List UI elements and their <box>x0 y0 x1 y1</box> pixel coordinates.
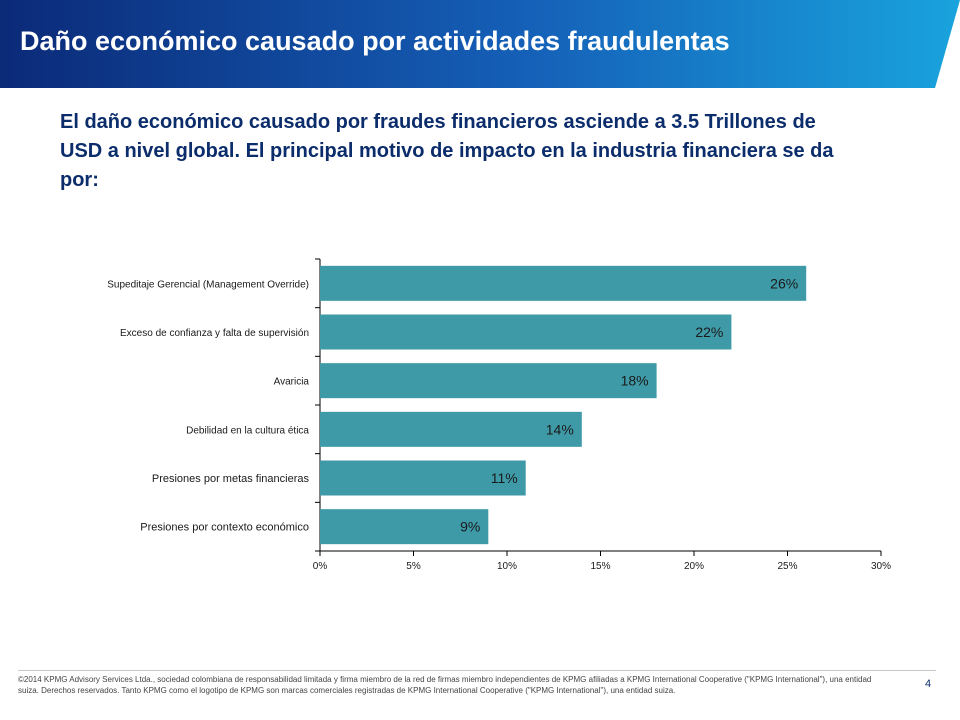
footer-divider <box>18 670 936 671</box>
bar-data-label: 11% <box>491 470 518 486</box>
bar <box>320 363 657 399</box>
x-tick-label: 15% <box>590 561 610 572</box>
header-gradient <box>0 0 960 88</box>
x-tick-label: 5% <box>406 561 421 572</box>
bar <box>320 509 489 545</box>
category-label: Presiones por metas financieras <box>152 473 310 485</box>
header-band: Daño económico causado por actividades f… <box>0 0 960 88</box>
category-label: Supeditaje Gerencial (Management Overrid… <box>107 279 309 290</box>
x-tick-label: 25% <box>777 561 797 572</box>
bar-data-label: 26% <box>770 275 798 291</box>
bar <box>320 411 582 447</box>
bar-chart: 26% Supeditaje Gerencial (Management Over… <box>107 258 891 572</box>
page-number: 4 <box>925 678 932 690</box>
x-tick-label: 20% <box>684 561 704 572</box>
bar-data-label: 14% <box>546 421 574 437</box>
category-label: Exceso de confianza y falta de supervisi… <box>120 328 309 339</box>
category-label: Presiones por contexto económico <box>140 522 309 534</box>
x-tick-label: 10% <box>497 561 517 572</box>
category-label: Avaricia <box>274 377 310 388</box>
bar <box>320 460 526 496</box>
page-subtitle: El daño económico causado por fraudes fi… <box>60 111 834 191</box>
category-label: Debilidad en la cultura ética <box>186 425 309 436</box>
chart-plot-area: 26% Supeditaje Gerencial (Management Over… <box>107 258 891 572</box>
x-tick-label: 0% <box>313 561 328 572</box>
bar <box>320 314 732 350</box>
footer-legal-text: ©2014 KPMG Advisory Services Ltda., soci… <box>18 675 872 695</box>
x-tick-label: 30% <box>871 561 891 572</box>
bar <box>320 265 807 301</box>
bar-data-label: 22% <box>695 324 723 340</box>
page-title: Daño económico causado por actividades f… <box>20 26 730 56</box>
bar-data-label: 18% <box>621 373 649 389</box>
bar-data-label: 9% <box>460 519 480 535</box>
